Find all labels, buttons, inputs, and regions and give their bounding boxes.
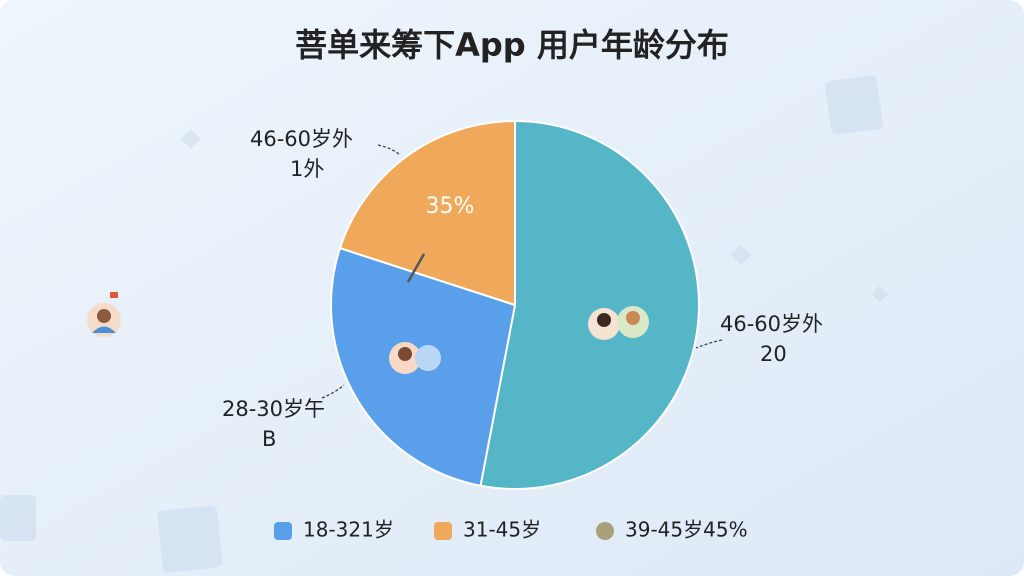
pie-slice	[338, 119, 516, 307]
slice-label: 20	[760, 342, 787, 366]
legend-swatch	[596, 522, 614, 540]
pie-slice	[479, 119, 700, 490]
slice-label: 46-60岁外	[720, 312, 823, 336]
decorations	[0, 75, 889, 573]
slice-label: B	[262, 427, 276, 451]
slice-label: 1外	[290, 157, 324, 181]
slice-label: 46-60岁外	[250, 127, 353, 151]
avatar	[87, 292, 121, 337]
legend-label: 31-45岁	[463, 518, 541, 542]
legend-swatch	[434, 522, 452, 540]
slice-label: 28-30岁午	[222, 397, 325, 421]
legend-label: 39-45岁45%	[625, 518, 748, 542]
slice-annotation: 35%	[426, 194, 475, 219]
legend-label: 18-321岁	[303, 518, 394, 542]
pie	[330, 119, 700, 490]
chart-title: 菩单来筹下App 用户年龄分布	[295, 26, 729, 64]
callout-arrows	[321, 144, 723, 399]
slice-avatars	[389, 306, 649, 374]
legend-swatch	[274, 522, 292, 540]
